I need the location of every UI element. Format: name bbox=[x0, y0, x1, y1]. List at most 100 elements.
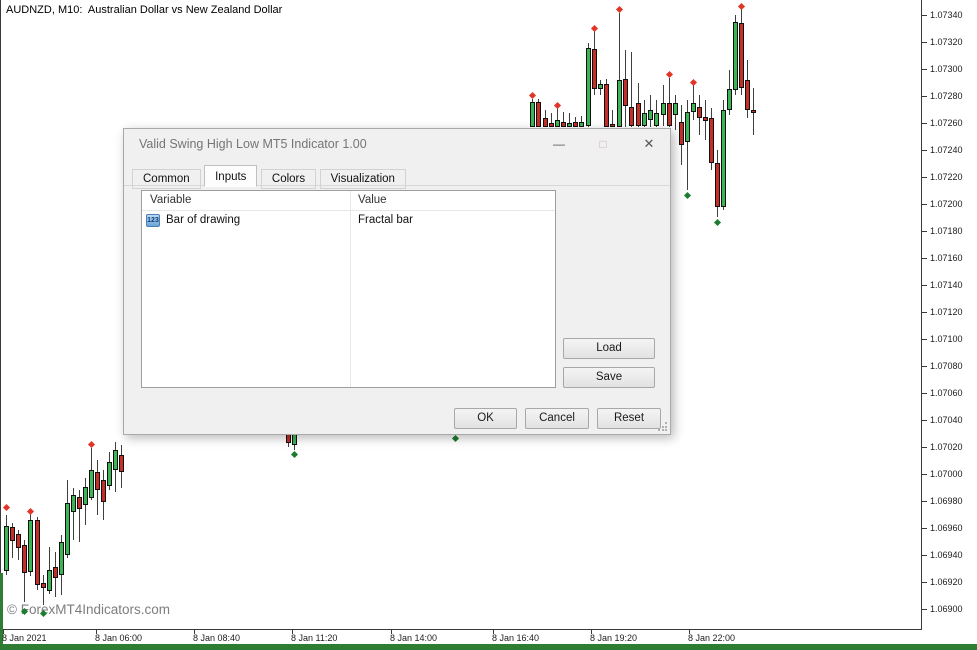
load-button[interactable]: Load bbox=[563, 338, 655, 359]
price-axis-tick bbox=[922, 42, 927, 43]
candle-body bbox=[642, 113, 647, 126]
candle-wick bbox=[612, 110, 613, 127]
time-axis-label: 8 Jan 22:00 bbox=[688, 633, 736, 643]
candle-body bbox=[673, 103, 678, 115]
time-axis-label: 8 Jan 06:00 bbox=[95, 633, 143, 643]
candle-wick bbox=[569, 113, 570, 127]
price-axis-tick bbox=[922, 528, 927, 529]
candle-body bbox=[35, 520, 40, 585]
resize-grip[interactable] bbox=[658, 422, 667, 431]
candle-body bbox=[59, 542, 64, 575]
candle-body bbox=[10, 527, 15, 541]
parameter-name-cell: Bar of drawing bbox=[166, 214, 241, 226]
candle-body bbox=[65, 503, 70, 555]
candle-body bbox=[691, 103, 696, 112]
column-divider bbox=[350, 191, 351, 387]
price-axis-tick bbox=[922, 420, 927, 421]
candle-wick bbox=[669, 78, 670, 127]
price-axis-label: 1.07260 bbox=[930, 118, 963, 128]
maximize-icon: □ bbox=[599, 137, 607, 151]
tab-inputs[interactable]: Inputs bbox=[204, 165, 258, 187]
save-button[interactable]: Save bbox=[563, 367, 655, 388]
time-axis-label: 8 Jan 19:20 bbox=[590, 633, 638, 643]
reset-button[interactable]: Reset bbox=[597, 408, 661, 429]
candle-body bbox=[721, 110, 726, 207]
cancel-button[interactable]: Cancel bbox=[525, 408, 589, 429]
candle-body bbox=[41, 583, 46, 588]
candle-body bbox=[598, 84, 603, 89]
price-axis-label: 1.07080 bbox=[930, 361, 963, 371]
candle-body bbox=[22, 545, 27, 573]
candle-body bbox=[697, 107, 702, 118]
price-axis-label: 1.06900 bbox=[930, 604, 963, 614]
candle-wick bbox=[693, 85, 694, 120]
tab-visualization[interactable]: Visualization bbox=[319, 169, 406, 189]
candle-body bbox=[629, 107, 634, 126]
candle-body bbox=[536, 102, 541, 127]
price-axis-label: 1.06920 bbox=[930, 577, 963, 587]
tab-common[interactable]: Common bbox=[132, 169, 201, 189]
window-frame-left bbox=[0, 573, 3, 644]
time-axis-tick bbox=[689, 630, 690, 634]
candle-body bbox=[733, 22, 738, 90]
numeric-parameter-icon: 123 bbox=[146, 214, 160, 227]
time-axis-tick bbox=[591, 630, 592, 634]
candle-wick bbox=[631, 52, 632, 127]
price-axis-label: 1.07000 bbox=[930, 469, 963, 479]
candle-wick bbox=[687, 100, 688, 190]
candle-body bbox=[727, 89, 732, 110]
candle-body bbox=[739, 23, 744, 88]
candle-wick bbox=[557, 108, 558, 127]
resize-grip-dot bbox=[665, 425, 667, 428]
price-axis-tick bbox=[922, 366, 927, 367]
price-axis-tick bbox=[922, 15, 927, 16]
candle-body bbox=[667, 103, 672, 126]
candle-body bbox=[555, 120, 560, 127]
candle-body bbox=[567, 123, 572, 127]
price-axis-label: 1.07100 bbox=[930, 334, 963, 344]
time-axis-tick bbox=[3, 630, 4, 634]
candle-body bbox=[573, 122, 578, 127]
candle-body bbox=[636, 103, 641, 126]
time-axis-tick bbox=[493, 630, 494, 634]
resize-grip-dot bbox=[658, 429, 660, 431]
inputs-parameter-table[interactable]: Variable Value 123 Bar of drawing Fracta… bbox=[141, 190, 556, 388]
candle-body bbox=[113, 450, 118, 470]
candle-body bbox=[617, 80, 622, 127]
column-header-value: Value bbox=[358, 194, 387, 206]
price-axis-label: 1.07020 bbox=[930, 442, 963, 452]
candle-wick bbox=[43, 575, 44, 605]
time-axis-tick bbox=[391, 630, 392, 634]
price-axis-label: 1.07040 bbox=[930, 415, 963, 425]
price-axis-label: 1.06940 bbox=[930, 550, 963, 560]
candle-body bbox=[89, 470, 94, 498]
candle-body bbox=[751, 110, 756, 113]
price-axis-tick bbox=[922, 339, 927, 340]
close-icon[interactable]: ✕ bbox=[643, 136, 655, 151]
candle-body bbox=[71, 495, 76, 512]
candle-body bbox=[4, 526, 9, 571]
candle-wick bbox=[79, 490, 80, 542]
price-axis-label: 1.07340 bbox=[930, 10, 963, 20]
time-axis-label: 8 Jan 11:20 bbox=[291, 633, 338, 643]
table-row[interactable]: 123 Bar of drawing Fractal bar bbox=[142, 211, 555, 230]
candle-wick bbox=[581, 116, 582, 127]
candle-body bbox=[28, 520, 33, 572]
ok-button[interactable]: OK bbox=[454, 408, 517, 429]
minimize-icon[interactable]: — bbox=[553, 137, 565, 151]
chart-symbol-info: AUDNZD, M10: Australian Dollar vs New Ze… bbox=[6, 4, 283, 16]
price-axis-tick bbox=[922, 312, 927, 313]
tab-colors[interactable]: Colors bbox=[260, 169, 317, 189]
candle-body bbox=[101, 480, 106, 502]
candle-body bbox=[95, 472, 100, 490]
price-axis-label: 1.07200 bbox=[930, 199, 963, 209]
price-axis-label: 1.07060 bbox=[930, 388, 963, 398]
price-axis-tick bbox=[922, 555, 927, 556]
tab-strip-divider bbox=[124, 185, 670, 186]
parameter-value-cell[interactable]: Fractal bar bbox=[358, 214, 413, 226]
price-axis-tick bbox=[922, 474, 927, 475]
price-axis-label: 1.07320 bbox=[930, 37, 963, 47]
candle-body bbox=[648, 110, 653, 120]
price-axis-label: 1.07280 bbox=[930, 91, 963, 101]
price-axis-tick bbox=[922, 150, 927, 151]
